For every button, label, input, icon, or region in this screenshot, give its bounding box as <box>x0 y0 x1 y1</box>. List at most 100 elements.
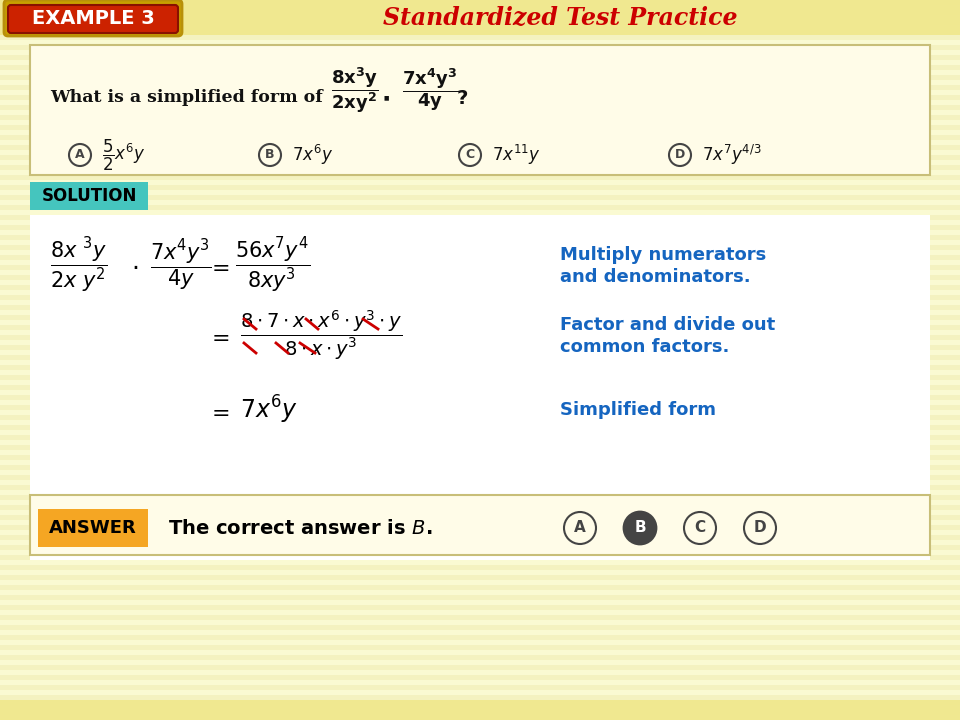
Bar <box>0 615 960 620</box>
Bar <box>0 645 960 650</box>
Text: EXAMPLE 3: EXAMPLE 3 <box>32 9 155 27</box>
Text: B: B <box>265 148 275 161</box>
Bar <box>0 455 960 460</box>
Text: ANSWER: ANSWER <box>49 519 137 537</box>
Bar <box>0 125 960 130</box>
Bar <box>0 515 960 520</box>
Text: A: A <box>75 148 84 161</box>
Bar <box>0 195 960 200</box>
Bar <box>0 555 960 560</box>
Bar <box>0 525 960 530</box>
Bar <box>0 45 960 50</box>
Bar <box>0 75 960 80</box>
Bar <box>0 225 960 230</box>
Text: A: A <box>574 521 586 536</box>
FancyBboxPatch shape <box>30 215 930 560</box>
Bar <box>0 535 960 540</box>
Text: $7x^6y$: $7x^6y$ <box>240 394 298 426</box>
Bar <box>0 55 960 60</box>
Bar <box>0 675 960 680</box>
FancyBboxPatch shape <box>8 5 178 33</box>
Text: C: C <box>466 148 474 161</box>
Bar <box>0 295 960 300</box>
Bar <box>0 565 960 570</box>
Bar <box>0 145 960 150</box>
Bar <box>0 365 960 370</box>
Text: $7x^6y$: $7x^6y$ <box>292 143 333 167</box>
Bar <box>0 325 960 330</box>
Text: $\dfrac{56x^7y^4}{8xy^3}$: $\dfrac{56x^7y^4}{8xy^3}$ <box>235 235 310 294</box>
Bar <box>0 685 960 690</box>
Bar <box>0 255 960 260</box>
Text: $=$: $=$ <box>206 327 229 347</box>
FancyBboxPatch shape <box>4 0 182 36</box>
Text: SOLUTION: SOLUTION <box>41 187 136 205</box>
Bar <box>0 575 960 580</box>
Text: common factors.: common factors. <box>560 338 730 356</box>
Text: D: D <box>675 148 685 161</box>
Bar <box>0 175 960 180</box>
Text: Standardized Test Practice: Standardized Test Practice <box>383 6 737 30</box>
Bar <box>0 695 960 700</box>
Bar <box>0 135 960 140</box>
Circle shape <box>624 512 656 544</box>
Text: $7x^7y^{4/3}$: $7x^7y^{4/3}$ <box>702 143 761 167</box>
Text: Multiply numerators: Multiply numerators <box>560 246 766 264</box>
Text: C: C <box>694 521 706 536</box>
Bar <box>0 465 960 470</box>
FancyBboxPatch shape <box>0 700 960 720</box>
Text: and denominators.: and denominators. <box>560 268 751 286</box>
Bar <box>0 305 960 310</box>
Bar <box>0 355 960 360</box>
Bar <box>0 25 960 30</box>
Text: $=$: $=$ <box>206 402 229 422</box>
Text: B: B <box>635 521 646 536</box>
Bar <box>0 105 960 110</box>
Text: $\mathbf{\dfrac{7x^4y^3}{4y}}$: $\mathbf{\dfrac{7x^4y^3}{4y}}$ <box>401 67 458 113</box>
FancyBboxPatch shape <box>30 45 930 175</box>
Bar <box>0 155 960 160</box>
Bar <box>0 335 960 340</box>
Bar <box>0 715 960 720</box>
Bar <box>0 345 960 350</box>
Bar <box>0 265 960 270</box>
Bar <box>0 405 960 410</box>
Bar <box>0 5 960 10</box>
Text: $\dfrac{8 \cdot 7 \cdot x \cdot x^6 \cdot y^3 \cdot y}{8 \cdot x \cdot y^3}$: $\dfrac{8 \cdot 7 \cdot x \cdot x^6 \cdo… <box>240 308 402 361</box>
Bar <box>0 115 960 120</box>
Text: $7x^{11}y$: $7x^{11}y$ <box>492 143 540 167</box>
Bar <box>0 65 960 70</box>
Bar <box>0 235 960 240</box>
Text: $\mathbf{\cdot}$: $\mathbf{\cdot}$ <box>380 86 390 110</box>
Bar <box>0 545 960 550</box>
Text: D: D <box>754 521 766 536</box>
Text: Factor and divide out: Factor and divide out <box>560 316 776 334</box>
Bar <box>0 285 960 290</box>
Bar <box>0 655 960 660</box>
Bar <box>0 95 960 100</box>
Text: $\cdot$: $\cdot$ <box>132 255 138 279</box>
Text: $=$: $=$ <box>206 257 229 277</box>
Bar <box>0 495 960 500</box>
Bar <box>0 475 960 480</box>
Bar <box>0 595 960 600</box>
Text: What is a simplified form of: What is a simplified form of <box>50 89 323 107</box>
Bar <box>0 665 960 670</box>
FancyBboxPatch shape <box>0 0 960 35</box>
FancyBboxPatch shape <box>30 182 148 210</box>
Text: $\dfrac{5}{2}x^6y$: $\dfrac{5}{2}x^6y$ <box>102 138 145 173</box>
Text: $\mathbf{?}$: $\mathbf{?}$ <box>456 89 468 107</box>
Bar <box>0 705 960 710</box>
Bar <box>0 585 960 590</box>
Bar <box>0 245 960 250</box>
Bar <box>0 425 960 430</box>
Bar <box>0 625 960 630</box>
Text: $\mathbf{\dfrac{8x^3y}{2xy^2}}$: $\mathbf{\dfrac{8x^3y}{2xy^2}}$ <box>331 65 378 115</box>
Bar <box>0 185 960 190</box>
FancyBboxPatch shape <box>38 509 148 547</box>
Bar <box>0 315 960 320</box>
Bar <box>0 385 960 390</box>
Text: $\dfrac{7x^4y^3}{4y}$: $\dfrac{7x^4y^3}{4y}$ <box>150 237 212 293</box>
Bar <box>0 375 960 380</box>
Bar <box>0 165 960 170</box>
